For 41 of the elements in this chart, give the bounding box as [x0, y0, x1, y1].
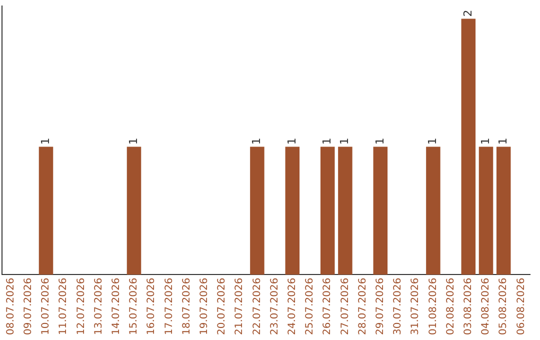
x-tick-label: 02.08.2026: [445, 278, 456, 336]
data-label: 2: [461, 10, 474, 17]
x-tick-label: 15.07.2026: [128, 278, 140, 336]
x-tick-label: 21.07.2026: [234, 278, 246, 336]
data-label: 1: [478, 138, 492, 145]
x-tick-label: 14.07.2026: [110, 278, 122, 336]
x-tick-label: 16.07.2026: [146, 278, 158, 336]
x-tick-label: 27.07.2026: [340, 278, 351, 336]
x-tick-label: 13.07.2026: [93, 278, 104, 336]
x-tick-label: 08.07.2026: [5, 278, 16, 336]
x-tick-label: 28.07.2026: [357, 278, 368, 336]
x-tick-label: 30.07.2026: [392, 278, 404, 336]
x-tick-label: 29.07.2026: [374, 278, 386, 336]
x-tick-label: 23.07.2026: [269, 278, 280, 336]
x-tick-label: 04.08.2026: [480, 278, 492, 336]
x-tick-label: 01.08.2026: [428, 278, 439, 336]
x-tick-label: 20.07.2026: [216, 278, 228, 336]
data-label: 1: [126, 138, 140, 145]
data-label: 1: [496, 138, 510, 145]
x-tick-label: 25.07.2026: [304, 278, 316, 336]
x-tick-label: 19.07.2026: [198, 278, 210, 336]
data-label: 1: [373, 138, 386, 145]
data-label: 1: [38, 138, 52, 145]
data-label: 1: [426, 138, 440, 145]
data-label: 1: [338, 138, 352, 145]
x-tick-label: 09.07.2026: [22, 278, 34, 336]
data-label: 1: [285, 138, 298, 145]
x-tick-label: 10.07.2026: [40, 278, 52, 336]
x-tick-label: 12.07.2026: [76, 278, 87, 336]
x-tick-label: 05.08.2026: [498, 278, 510, 336]
x-tick-label: 26.07.2026: [322, 278, 334, 336]
x-tick-label: 11.07.2026: [58, 278, 70, 336]
x-tick-label: 24.07.2026: [286, 278, 298, 336]
data-label: 1: [320, 138, 334, 145]
x-tick-label: 31.07.2026: [410, 278, 422, 336]
data-label: 1: [250, 138, 264, 145]
x-tick-label: 22.07.2026: [252, 278, 263, 336]
x-tick-label: 18.07.2026: [181, 278, 192, 336]
x-tick-label: 17.07.2026: [164, 278, 175, 336]
x-tick-label: 03.08.2026: [462, 278, 474, 336]
x-tick-label: 06.08.2026: [516, 278, 527, 336]
